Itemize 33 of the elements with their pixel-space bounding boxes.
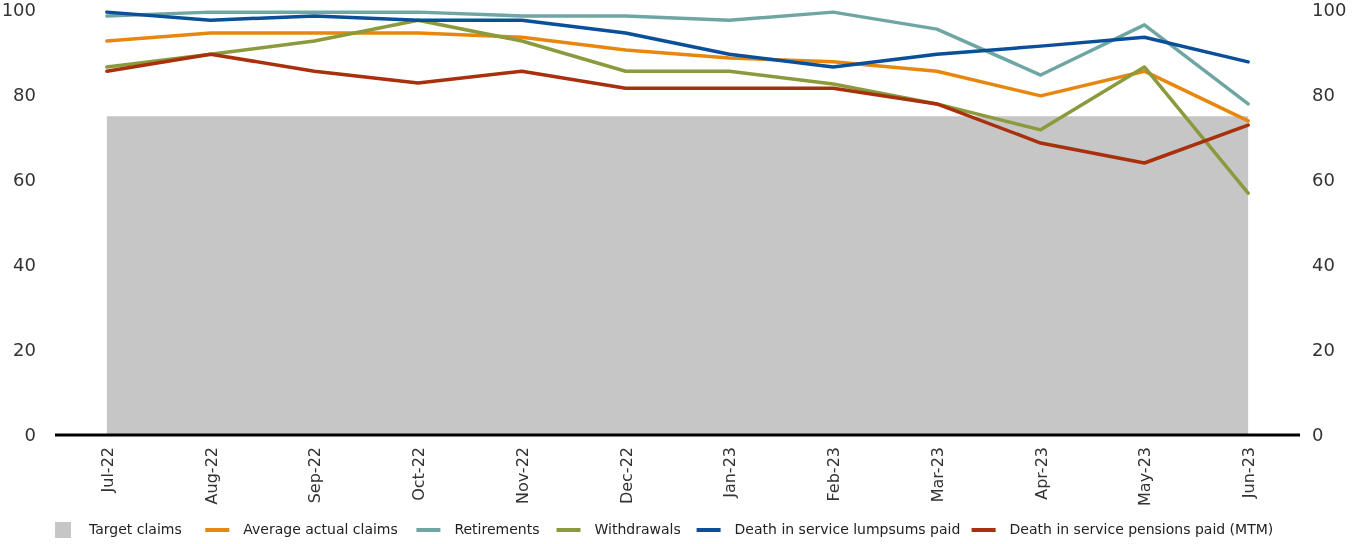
y2-tick-label: 60 <box>1312 169 1335 191</box>
legend-label: Target claims <box>88 521 182 537</box>
legend-label: Retirements <box>454 521 540 537</box>
line-series <box>105 10 1250 69</box>
x-tick-label: Apr-23 <box>1031 447 1051 500</box>
y-tick-label: 40 <box>13 254 36 276</box>
x-tick-label: Jul-22 <box>97 447 117 494</box>
y-tick-label: 20 <box>13 339 36 361</box>
y2-tick-label: 40 <box>1312 254 1335 276</box>
line-series <box>105 10 1250 106</box>
line-series <box>105 52 1250 165</box>
legend-label: Death in service lumpsums paid <box>734 521 961 537</box>
y2-tick-label: 0 <box>1312 424 1324 446</box>
x-tick-label: Jan-23 <box>720 447 740 499</box>
x-tick-label: Sep-22 <box>305 447 325 504</box>
legend-label: Average actual claims <box>243 521 398 537</box>
x-tick-label: Feb-23 <box>824 447 844 502</box>
y-tick-label: 80 <box>13 84 36 106</box>
x-tick-label: May-23 <box>1135 447 1155 506</box>
x-tick-label: Aug-22 <box>201 447 221 505</box>
y2-tick-label: 100 <box>1312 0 1347 21</box>
x-tick-label: Dec-22 <box>616 447 636 505</box>
y-tick-label: 100 <box>1 0 36 21</box>
x-tick-label: Oct-22 <box>409 447 429 501</box>
x-tick-label: Jun-23 <box>1239 447 1259 500</box>
x-tick-label: Mar-23 <box>927 447 947 503</box>
y-tick-label: 60 <box>13 169 36 191</box>
legend-label: Withdrawals <box>594 521 681 537</box>
y2-tick-label: 80 <box>1312 84 1335 106</box>
y-tick-label: 0 <box>24 424 36 446</box>
y2-tick-label: 20 <box>1312 339 1335 361</box>
legend-label: Death in service pensions paid (MTM) <box>1009 521 1274 537</box>
x-tick-label: Nov-22 <box>512 447 532 504</box>
